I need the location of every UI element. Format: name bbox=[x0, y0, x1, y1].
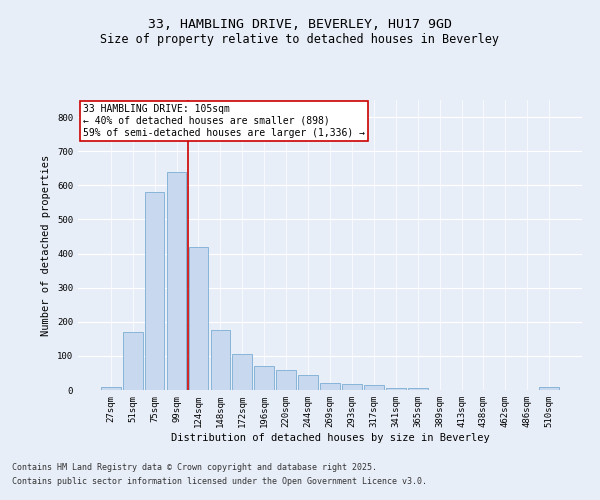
Bar bbox=[167, 172, 187, 390]
Bar bbox=[188, 246, 208, 390]
Bar bbox=[211, 330, 230, 390]
Bar bbox=[408, 388, 428, 390]
Text: 33, HAMBLING DRIVE, BEVERLEY, HU17 9GD: 33, HAMBLING DRIVE, BEVERLEY, HU17 9GD bbox=[148, 18, 452, 30]
Bar bbox=[254, 366, 274, 390]
Text: Contains HM Land Registry data © Crown copyright and database right 2025.: Contains HM Land Registry data © Crown c… bbox=[12, 464, 377, 472]
Y-axis label: Number of detached properties: Number of detached properties bbox=[41, 154, 52, 336]
Text: 33 HAMBLING DRIVE: 105sqm
← 40% of detached houses are smaller (898)
59% of semi: 33 HAMBLING DRIVE: 105sqm ← 40% of detac… bbox=[83, 104, 365, 138]
Bar bbox=[232, 354, 252, 390]
Bar bbox=[320, 383, 340, 390]
Bar bbox=[145, 192, 164, 390]
Text: Size of property relative to detached houses in Beverley: Size of property relative to detached ho… bbox=[101, 32, 499, 46]
Bar bbox=[342, 384, 362, 390]
Bar bbox=[364, 385, 384, 390]
Bar bbox=[276, 370, 296, 390]
Bar bbox=[386, 388, 406, 390]
Bar bbox=[539, 388, 559, 390]
Bar bbox=[298, 374, 318, 390]
X-axis label: Distribution of detached houses by size in Beverley: Distribution of detached houses by size … bbox=[170, 432, 490, 442]
Bar bbox=[101, 386, 121, 390]
Text: Contains public sector information licensed under the Open Government Licence v3: Contains public sector information licen… bbox=[12, 477, 427, 486]
Bar bbox=[123, 332, 143, 390]
